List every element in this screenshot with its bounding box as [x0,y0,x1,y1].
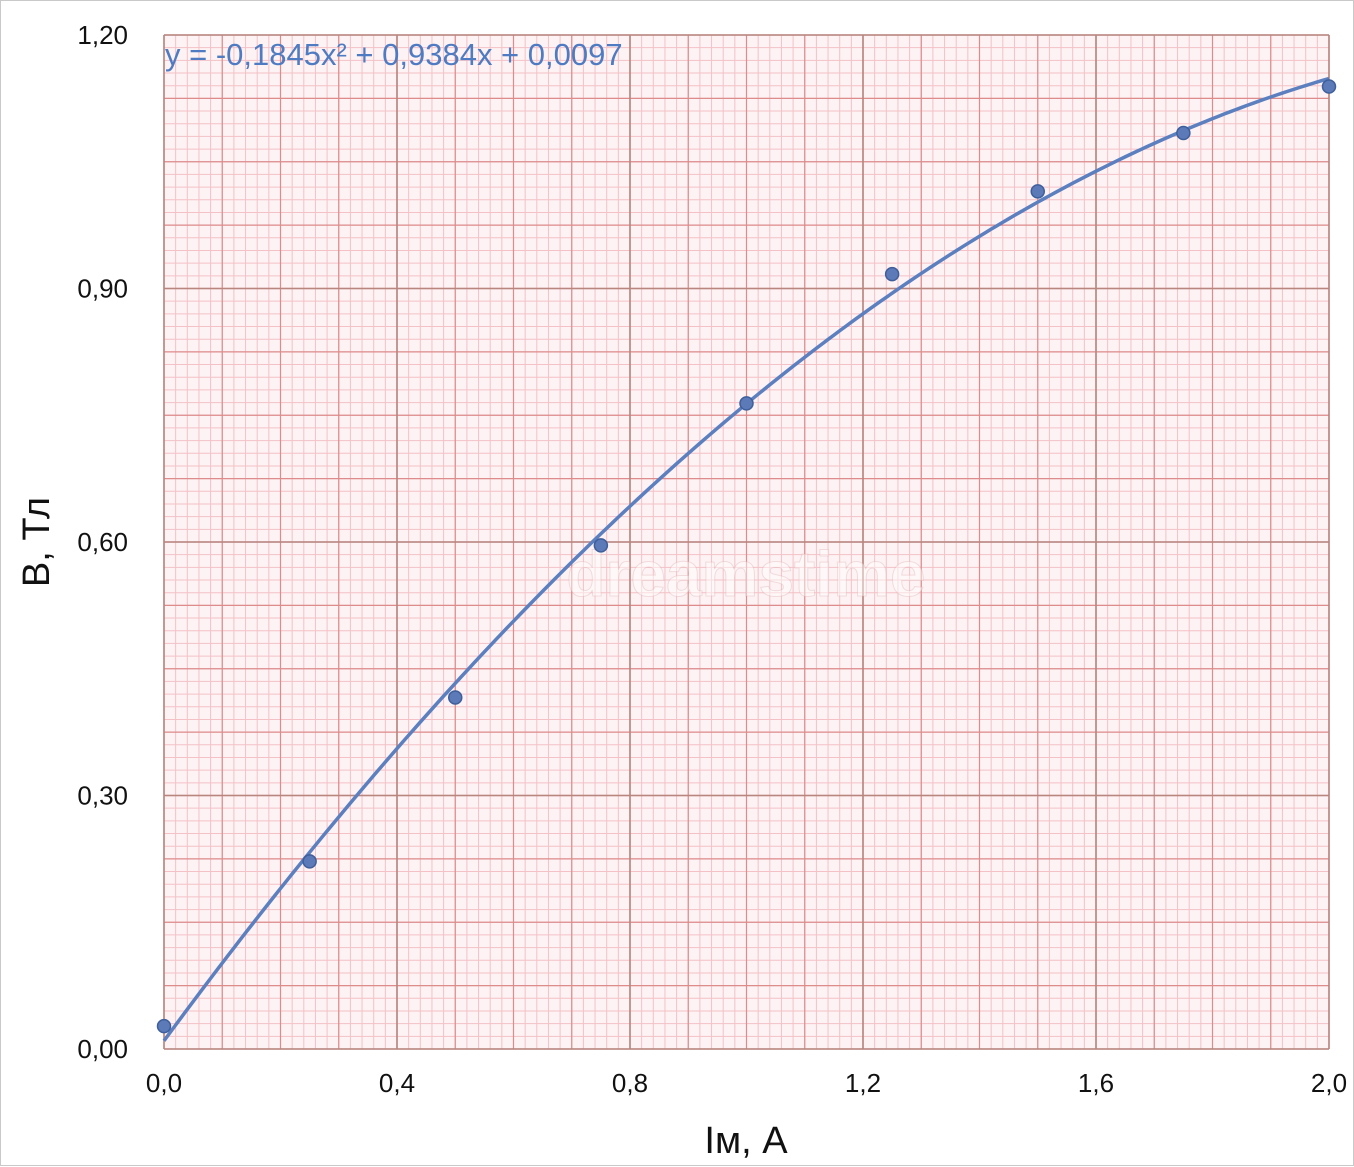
y-tick-label: 0,90 [77,274,128,304]
data-point [302,854,317,869]
data-point [593,538,609,553]
data-points [156,79,1337,1034]
data-point [448,690,463,705]
data-point [1030,184,1045,199]
x-tick-label: 0,8 [612,1068,648,1098]
watermark: dreamstime [566,538,925,610]
x-tick-label: 1,6 [1078,1068,1114,1098]
y-tick-label: 0,00 [77,1034,128,1064]
y-tick-label: 1,20 [77,20,128,50]
grid [163,34,1330,1050]
data-point [156,1018,172,1034]
x-tick-label: 1,2 [845,1068,881,1098]
data-point [739,396,754,411]
y-tick-label: 0,60 [77,527,128,557]
x-tick-label: 2,0 [1311,1068,1347,1098]
y-tick-label: 0,30 [77,781,128,811]
y-axis-title: B, Тл [16,497,58,587]
x-axis-title: Iм, А [704,1120,788,1162]
data-point [1321,79,1337,94]
data-point [884,266,900,282]
x-tick-label: 0,4 [379,1068,415,1098]
trendline-equation: y = -0,1845x² + 0,9384x + 0,0097 [165,37,623,72]
x-tick-label: 0,0 [146,1068,182,1098]
data-point [1176,125,1191,141]
tick-labels: 0,0 0,4 0,8 1,2 1,6 2,0 0,00 0,30 0,60 0,90 1,20 [77,20,1347,1098]
